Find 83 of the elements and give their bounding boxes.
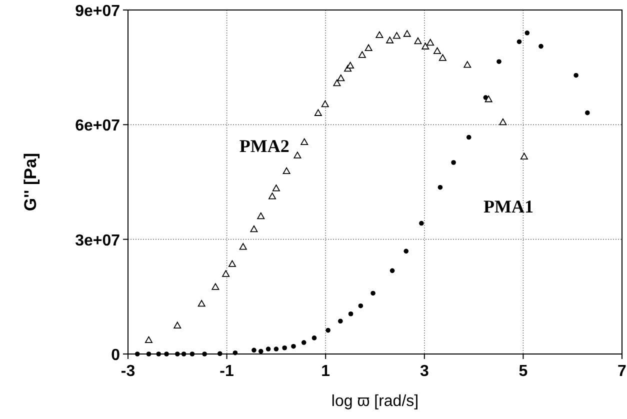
- point: [294, 152, 302, 158]
- point: [364, 44, 372, 51]
- point: [538, 44, 544, 49]
- point: [198, 300, 206, 307]
- point: [574, 72, 578, 78]
- point: [175, 352, 180, 356]
- point: [348, 311, 354, 316]
- point: [426, 38, 434, 46]
- point: [499, 118, 507, 126]
- series-label: PMA2: [239, 136, 290, 156]
- point: [174, 322, 182, 328]
- point: [312, 336, 317, 340]
- point: [202, 352, 207, 356]
- x-axis-title: log ϖ [rad/s]: [331, 393, 419, 410]
- point: [404, 248, 409, 254]
- point: [524, 30, 530, 36]
- point: [146, 352, 152, 356]
- point: [217, 351, 222, 356]
- point: [414, 37, 422, 44]
- point: [291, 344, 296, 349]
- point: [433, 47, 441, 54]
- point: [419, 220, 424, 226]
- point: [337, 74, 345, 82]
- point: [222, 270, 230, 277]
- point: [190, 352, 195, 356]
- point: [282, 345, 287, 350]
- x-tick-label: 3: [420, 363, 429, 380]
- x-tick-label: 7: [618, 363, 627, 380]
- point: [370, 290, 376, 296]
- point: [392, 32, 400, 39]
- x-tick-label: 5: [518, 363, 528, 380]
- point: [232, 350, 238, 356]
- x-tick-label: 1: [321, 363, 330, 380]
- y-tick-label: 3e+07: [75, 232, 120, 250]
- point: [156, 352, 162, 356]
- point: [338, 318, 343, 324]
- point: [484, 95, 492, 102]
- x-tick-label: -1: [220, 363, 234, 380]
- y-tick-label: 0: [111, 347, 120, 364]
- x-tick-label: -3: [120, 363, 136, 380]
- point: [145, 336, 152, 343]
- point: [520, 152, 528, 160]
- y-tick-label: 9e+07: [75, 3, 120, 20]
- point: [300, 138, 308, 145]
- point: [358, 51, 366, 58]
- point: [326, 328, 330, 333]
- point: [333, 79, 341, 86]
- point: [250, 225, 258, 232]
- text: PMA1: [484, 196, 534, 217]
- point: [422, 42, 430, 50]
- point: [252, 348, 256, 353]
- point: [274, 346, 279, 352]
- point: [272, 184, 280, 192]
- point: [321, 100, 329, 108]
- point: [134, 352, 140, 356]
- point: [516, 39, 522, 44]
- point: [266, 346, 271, 352]
- point: [257, 212, 265, 220]
- y-tick-label: 6e+07: [75, 118, 120, 135]
- point: [451, 160, 456, 165]
- point: [239, 243, 247, 250]
- point: [212, 283, 220, 290]
- y-axis-title: G'' [Pa]: [21, 152, 40, 212]
- point: [258, 348, 264, 354]
- point: [496, 59, 502, 64]
- point: [438, 54, 446, 61]
- point: [403, 30, 411, 37]
- point: [164, 352, 169, 356]
- point: [301, 340, 306, 345]
- point: [358, 303, 364, 308]
- point: [390, 268, 395, 274]
- point: [376, 31, 384, 38]
- point: [314, 109, 322, 116]
- point: [346, 62, 354, 69]
- point: [466, 134, 472, 140]
- point: [282, 167, 290, 174]
- point: [585, 110, 590, 116]
- point: [268, 192, 276, 200]
- point: [464, 61, 472, 68]
- point: [228, 260, 236, 267]
- point: [386, 36, 394, 44]
- point: [438, 184, 443, 190]
- point: [181, 352, 186, 356]
